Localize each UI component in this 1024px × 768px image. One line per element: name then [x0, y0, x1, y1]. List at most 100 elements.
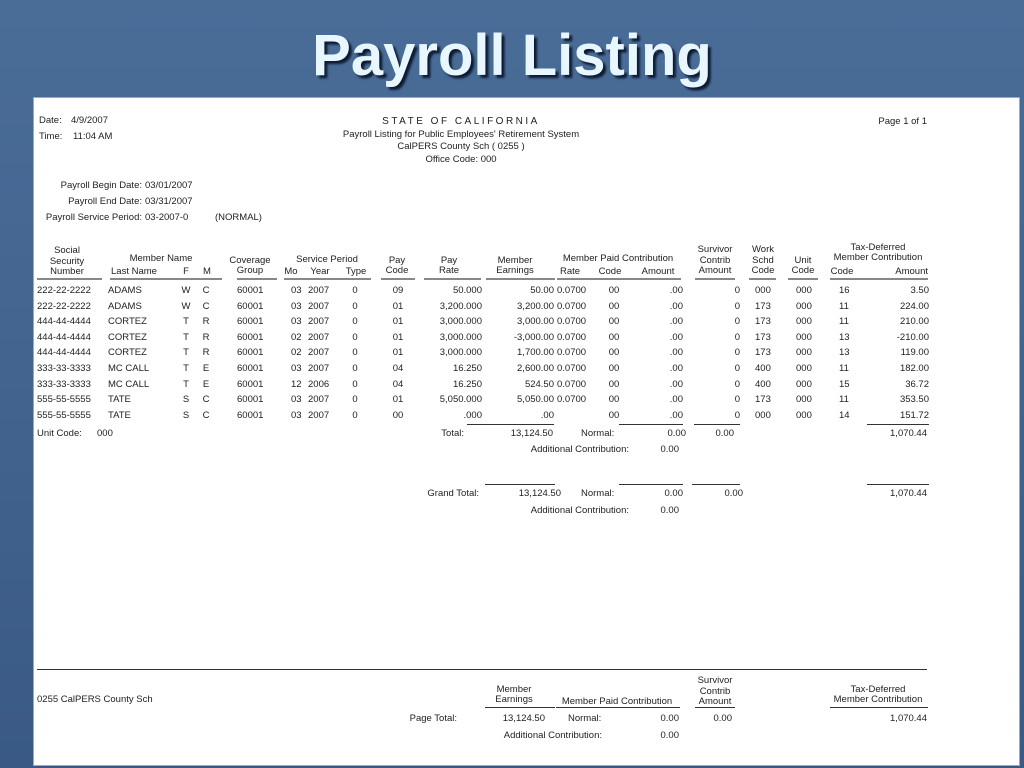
cell-coverage-group: 60001 — [237, 394, 264, 406]
header-underline — [695, 278, 735, 280]
cell-type: 0 — [352, 347, 358, 359]
header-amount: Amount — [641, 266, 675, 277]
cell-middle-initial: R — [202, 316, 210, 328]
header-underline — [110, 278, 222, 280]
cell-amount: .00 — [669, 363, 683, 374]
cell-td-amount: -210.00 — [896, 331, 929, 343]
cell-rate: 0.0700 — [557, 378, 587, 390]
cell-mo: 03 — [291, 300, 302, 312]
cell-type: 0 — [352, 285, 358, 296]
cell-mo: 02 — [291, 347, 302, 359]
header-rate: Rate — [559, 266, 581, 277]
grand-normal-label: Normal: — [581, 488, 615, 499]
cell-ssn: 444-44-4444 — [37, 331, 91, 343]
report-date: 4/9/2007 — [71, 115, 108, 126]
cell-type: 0 — [352, 378, 358, 390]
cell-td-code: 15 — [839, 378, 850, 390]
cell-type: 0 — [352, 331, 358, 343]
cell-ssn: 555-55-5555 — [37, 409, 91, 421]
total-earnings: 13,124.50 — [510, 428, 553, 439]
cell-survivor: 0 — [734, 378, 740, 390]
cell-year: 2007 — [308, 347, 330, 359]
cell-first-initial: T — [183, 363, 189, 374]
end-date: 03/31/2007 — [145, 196, 193, 207]
cell-first-initial: S — [182, 394, 190, 406]
cell-ssn: 444-44-4444 — [37, 347, 91, 359]
cell-pay-code: 01 — [392, 394, 404, 406]
cell-mo: 02 — [291, 331, 302, 343]
cell-ssn: 333-33-3333 — [37, 363, 91, 374]
cell-work-schd: 000 — [755, 409, 771, 421]
cell-td-code: 13 — [839, 347, 850, 359]
date-label: Date: — [39, 115, 62, 126]
cell-first-initial: S — [182, 409, 190, 421]
cell-pay-rate: 3,200.000 — [439, 300, 482, 312]
header-ssn: Number — [50, 266, 84, 277]
header-underline — [424, 278, 481, 280]
grand-td: 1,070.44 — [890, 488, 927, 499]
cell-middle-initial: E — [202, 378, 210, 390]
grand-additional-label: Additional Contribution: — [530, 505, 629, 516]
cell-survivor: 0 — [734, 285, 740, 296]
payroll-report: Date: 4/9/2007 Time: 11:04 AM STATE OF CALIF… — [33, 97, 1020, 766]
header-type: Type — [345, 266, 367, 277]
cell-amount: .00 — [669, 394, 683, 406]
footer-earnings-header: Earnings — [495, 694, 533, 705]
time-label: Time: — [39, 131, 63, 142]
cell-pay-code: 04 — [392, 378, 404, 390]
page-number: Page 1 of 1 — [878, 116, 927, 127]
cell-earnings: 3,000.00 — [517, 316, 554, 328]
header-earnings: Member — [497, 255, 533, 266]
cell-earnings: -3,000.00 — [513, 331, 554, 343]
cell-earnings: 1,700.00 — [517, 347, 554, 359]
cell-td-amount: 210.00 — [899, 316, 929, 328]
page-td: 1,070.44 — [890, 713, 927, 724]
rule-line — [867, 424, 929, 425]
cell-last-name: CORTEZ — [108, 316, 147, 328]
footer-earnings-header: Member — [496, 684, 532, 695]
cell-coverage-group: 60001 — [237, 409, 264, 421]
cell-td-code: 11 — [839, 394, 849, 406]
state-heading: STATE OF CALIFORNIA — [382, 116, 540, 127]
cell-last-name: MC CALL — [108, 378, 150, 390]
cell-td-code: 11 — [839, 300, 849, 312]
header-work-schd: Code — [751, 265, 775, 276]
begin-date-label: Payroll Begin Date: — [60, 180, 142, 191]
cell-work-schd: 173 — [755, 347, 771, 359]
cell-survivor: 0 — [734, 347, 740, 359]
cell-work-schd: 400 — [755, 378, 771, 390]
grand-total-earnings: 13,124.50 — [518, 488, 561, 499]
header-survivor: Survivor — [697, 244, 733, 255]
cell-rate: 0.0700 — [557, 394, 587, 406]
report-subtitle: Payroll Listing for Public Employees' Re… — [342, 129, 580, 140]
total-survivor: 0.00 — [715, 428, 735, 439]
header-ssn: Social — [54, 245, 80, 256]
cell-survivor: 0 — [734, 409, 740, 421]
header-survivor: Contrib — [699, 254, 731, 266]
cell-year: 2007 — [308, 331, 330, 343]
cell-mo: 03 — [291, 409, 302, 421]
rule-line — [467, 424, 554, 425]
cell-work-schd: 173 — [755, 300, 771, 312]
footer-survivor-header: Contrib — [699, 685, 731, 697]
cell-rate: 0.0700 — [557, 300, 587, 312]
cell-td-amount: 224.00 — [899, 300, 929, 312]
cell-coverage-group: 60001 — [237, 285, 264, 296]
header-work-schd: Work — [752, 244, 774, 255]
total-label: Total: — [441, 428, 464, 439]
cell-coverage-group: 60001 — [237, 300, 264, 312]
header-work-schd: Schd — [752, 254, 774, 266]
additional-value: 0.00 — [660, 444, 680, 455]
page-additional-label: Additional Contribution: — [503, 730, 602, 741]
cell-last-name: ADAMS — [108, 300, 142, 312]
header-member-paid-contribution: Member Paid Contribution — [562, 253, 674, 264]
cell-last-name: ADAMS — [108, 285, 142, 296]
cell-pay-rate: 3,000.000 — [439, 347, 482, 359]
cell-ssn: 222-22-2222 — [37, 300, 91, 312]
cell-type: 0 — [352, 300, 358, 312]
cell-type: 0 — [352, 409, 358, 421]
cell-td-code: 16 — [839, 285, 850, 296]
cell-coverage-group: 60001 — [237, 363, 264, 374]
rule-line — [619, 424, 683, 425]
normal-label: Normal: — [581, 428, 615, 439]
